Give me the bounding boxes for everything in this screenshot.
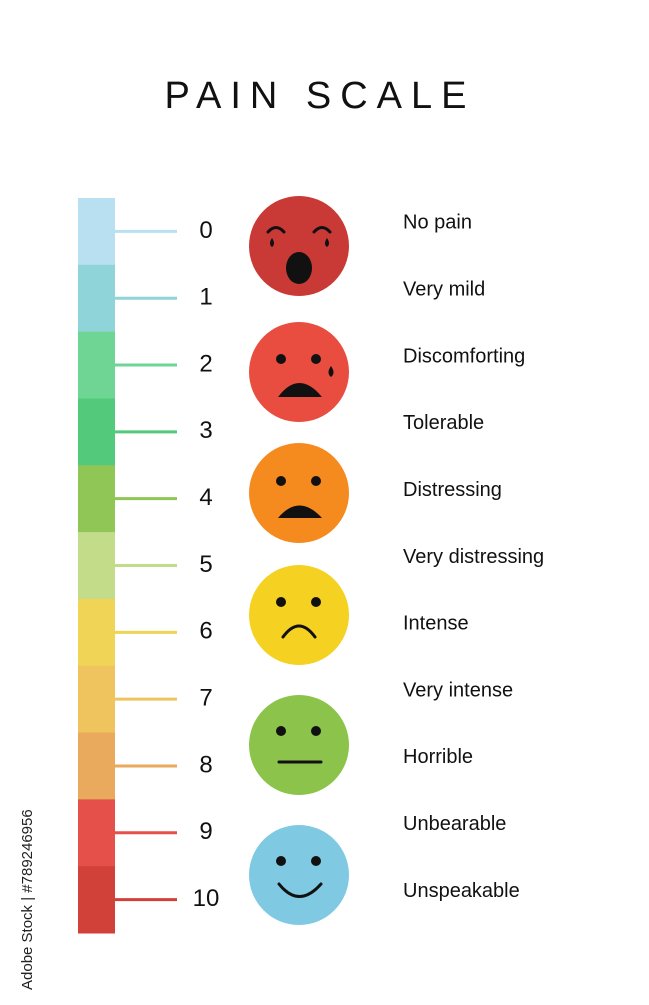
level-number: 8	[199, 751, 212, 778]
level-number: 10	[193, 885, 220, 912]
level-label: Unspeakable	[403, 880, 520, 902]
level-label: Very intense	[403, 679, 513, 701]
faces	[249, 196, 349, 925]
level-number: 4	[199, 484, 212, 511]
face-neutral	[249, 695, 349, 795]
watermark: Adobe Stock | #789246956	[19, 809, 36, 990]
scale-segment	[78, 665, 115, 734]
level-number: 2	[199, 350, 212, 377]
scale-segment	[78, 732, 115, 800]
face-sad	[249, 443, 349, 543]
level-number: 3	[199, 417, 212, 444]
scale-segment	[78, 398, 115, 466]
level-label: Horrible	[403, 746, 473, 768]
level-label: Tolerable	[403, 412, 484, 434]
title: PAIN SCALE	[164, 75, 475, 117]
scale-segment	[78, 598, 115, 667]
level-number: 0	[199, 217, 212, 244]
face-frown	[249, 565, 349, 665]
scale-segment	[78, 532, 115, 600]
level-number: 6	[199, 618, 212, 645]
level-label: Very distressing	[403, 546, 544, 568]
scale-segment	[78, 331, 115, 399]
level-label: Discomforting	[403, 345, 525, 367]
level-label: Very mild	[403, 279, 485, 301]
level-label: Intense	[403, 613, 469, 635]
scale-segment	[78, 866, 115, 934]
face-crying	[249, 196, 349, 296]
scale-segment	[78, 264, 115, 333]
scale-segment	[78, 198, 115, 266]
scale-segment	[78, 465, 115, 533]
level-number: 1	[199, 284, 212, 311]
level-number: 7	[199, 684, 212, 711]
level-number: 5	[199, 551, 212, 578]
level-label: No pain	[403, 212, 472, 234]
face-tear	[249, 322, 349, 422]
level-label: Unbearable	[403, 813, 506, 835]
face-smile	[249, 825, 349, 925]
level-number: 9	[199, 818, 212, 845]
level-label: Distressing	[403, 479, 502, 501]
scale-segment	[78, 799, 115, 867]
